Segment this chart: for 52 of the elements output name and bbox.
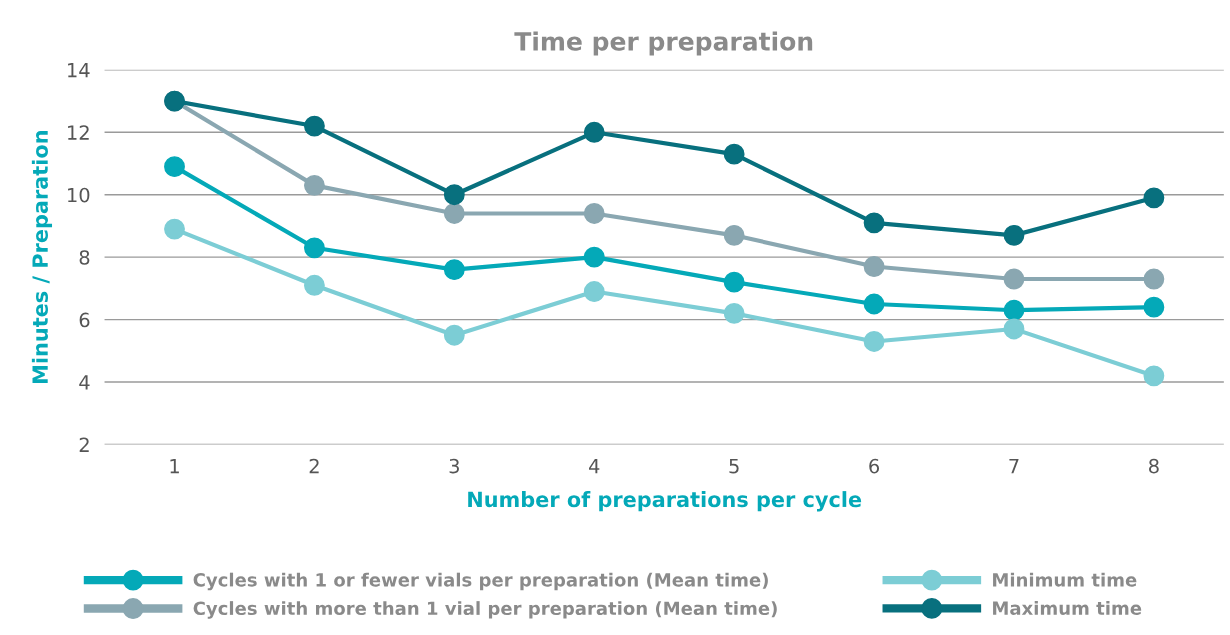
point [1003,299,1025,321]
x-tick-label: 2 [309,458,319,474]
x-tick-label: 5 [729,458,739,474]
x-tick-label: 3 [449,458,459,474]
point [304,115,325,137]
y-axis-title: Minutes / Preparation [31,131,53,383]
y-tick-label: 14 [68,63,90,78]
y-tick-label: 6 [79,312,90,328]
point [1143,365,1165,387]
point [1143,296,1165,318]
x-tick-label: 7 [1009,458,1019,474]
point [1003,268,1025,290]
point [583,203,605,224]
y-tick-label: 4 [79,375,90,390]
x-tick-label: 4 [589,458,600,474]
point [443,259,465,281]
point [304,174,325,196]
point [164,218,185,240]
point [1003,318,1025,340]
point [1143,268,1165,290]
point [443,324,465,346]
x-tick-label: 1 [170,458,179,474]
point [304,274,325,296]
chart-title: Time per preparation [514,31,813,56]
point [583,246,605,268]
point [443,203,465,224]
point [164,156,185,178]
point [723,143,745,165]
point [583,121,605,143]
x-tick-label: 6 [869,458,880,474]
point [583,281,605,302]
point [863,256,885,277]
legend-label: Cycles with more than 1 vial per preparation (Mean time) [193,601,777,619]
point [723,302,745,324]
y-tick-label: 2 [79,437,89,452]
point [863,212,885,234]
point [1143,187,1165,209]
point [723,271,745,293]
y-tick-label: 8 [79,250,90,265]
y-tick-label: 12 [68,125,89,140]
point [443,184,465,206]
y-tick-label: 10 [68,187,90,203]
point [863,293,885,315]
point [304,237,325,259]
x-axis-title: Number of preparations per cycle [468,491,862,512]
legend-label: Minimum time [993,572,1137,587]
point [863,331,885,352]
legend-label: Cycles with 1 or fewer vials per preparation (Mean time) [193,572,768,591]
legend-label: Maximum time [993,600,1142,615]
x-tick-label: 8 [1149,458,1159,474]
point [1003,224,1025,246]
point [723,224,745,246]
